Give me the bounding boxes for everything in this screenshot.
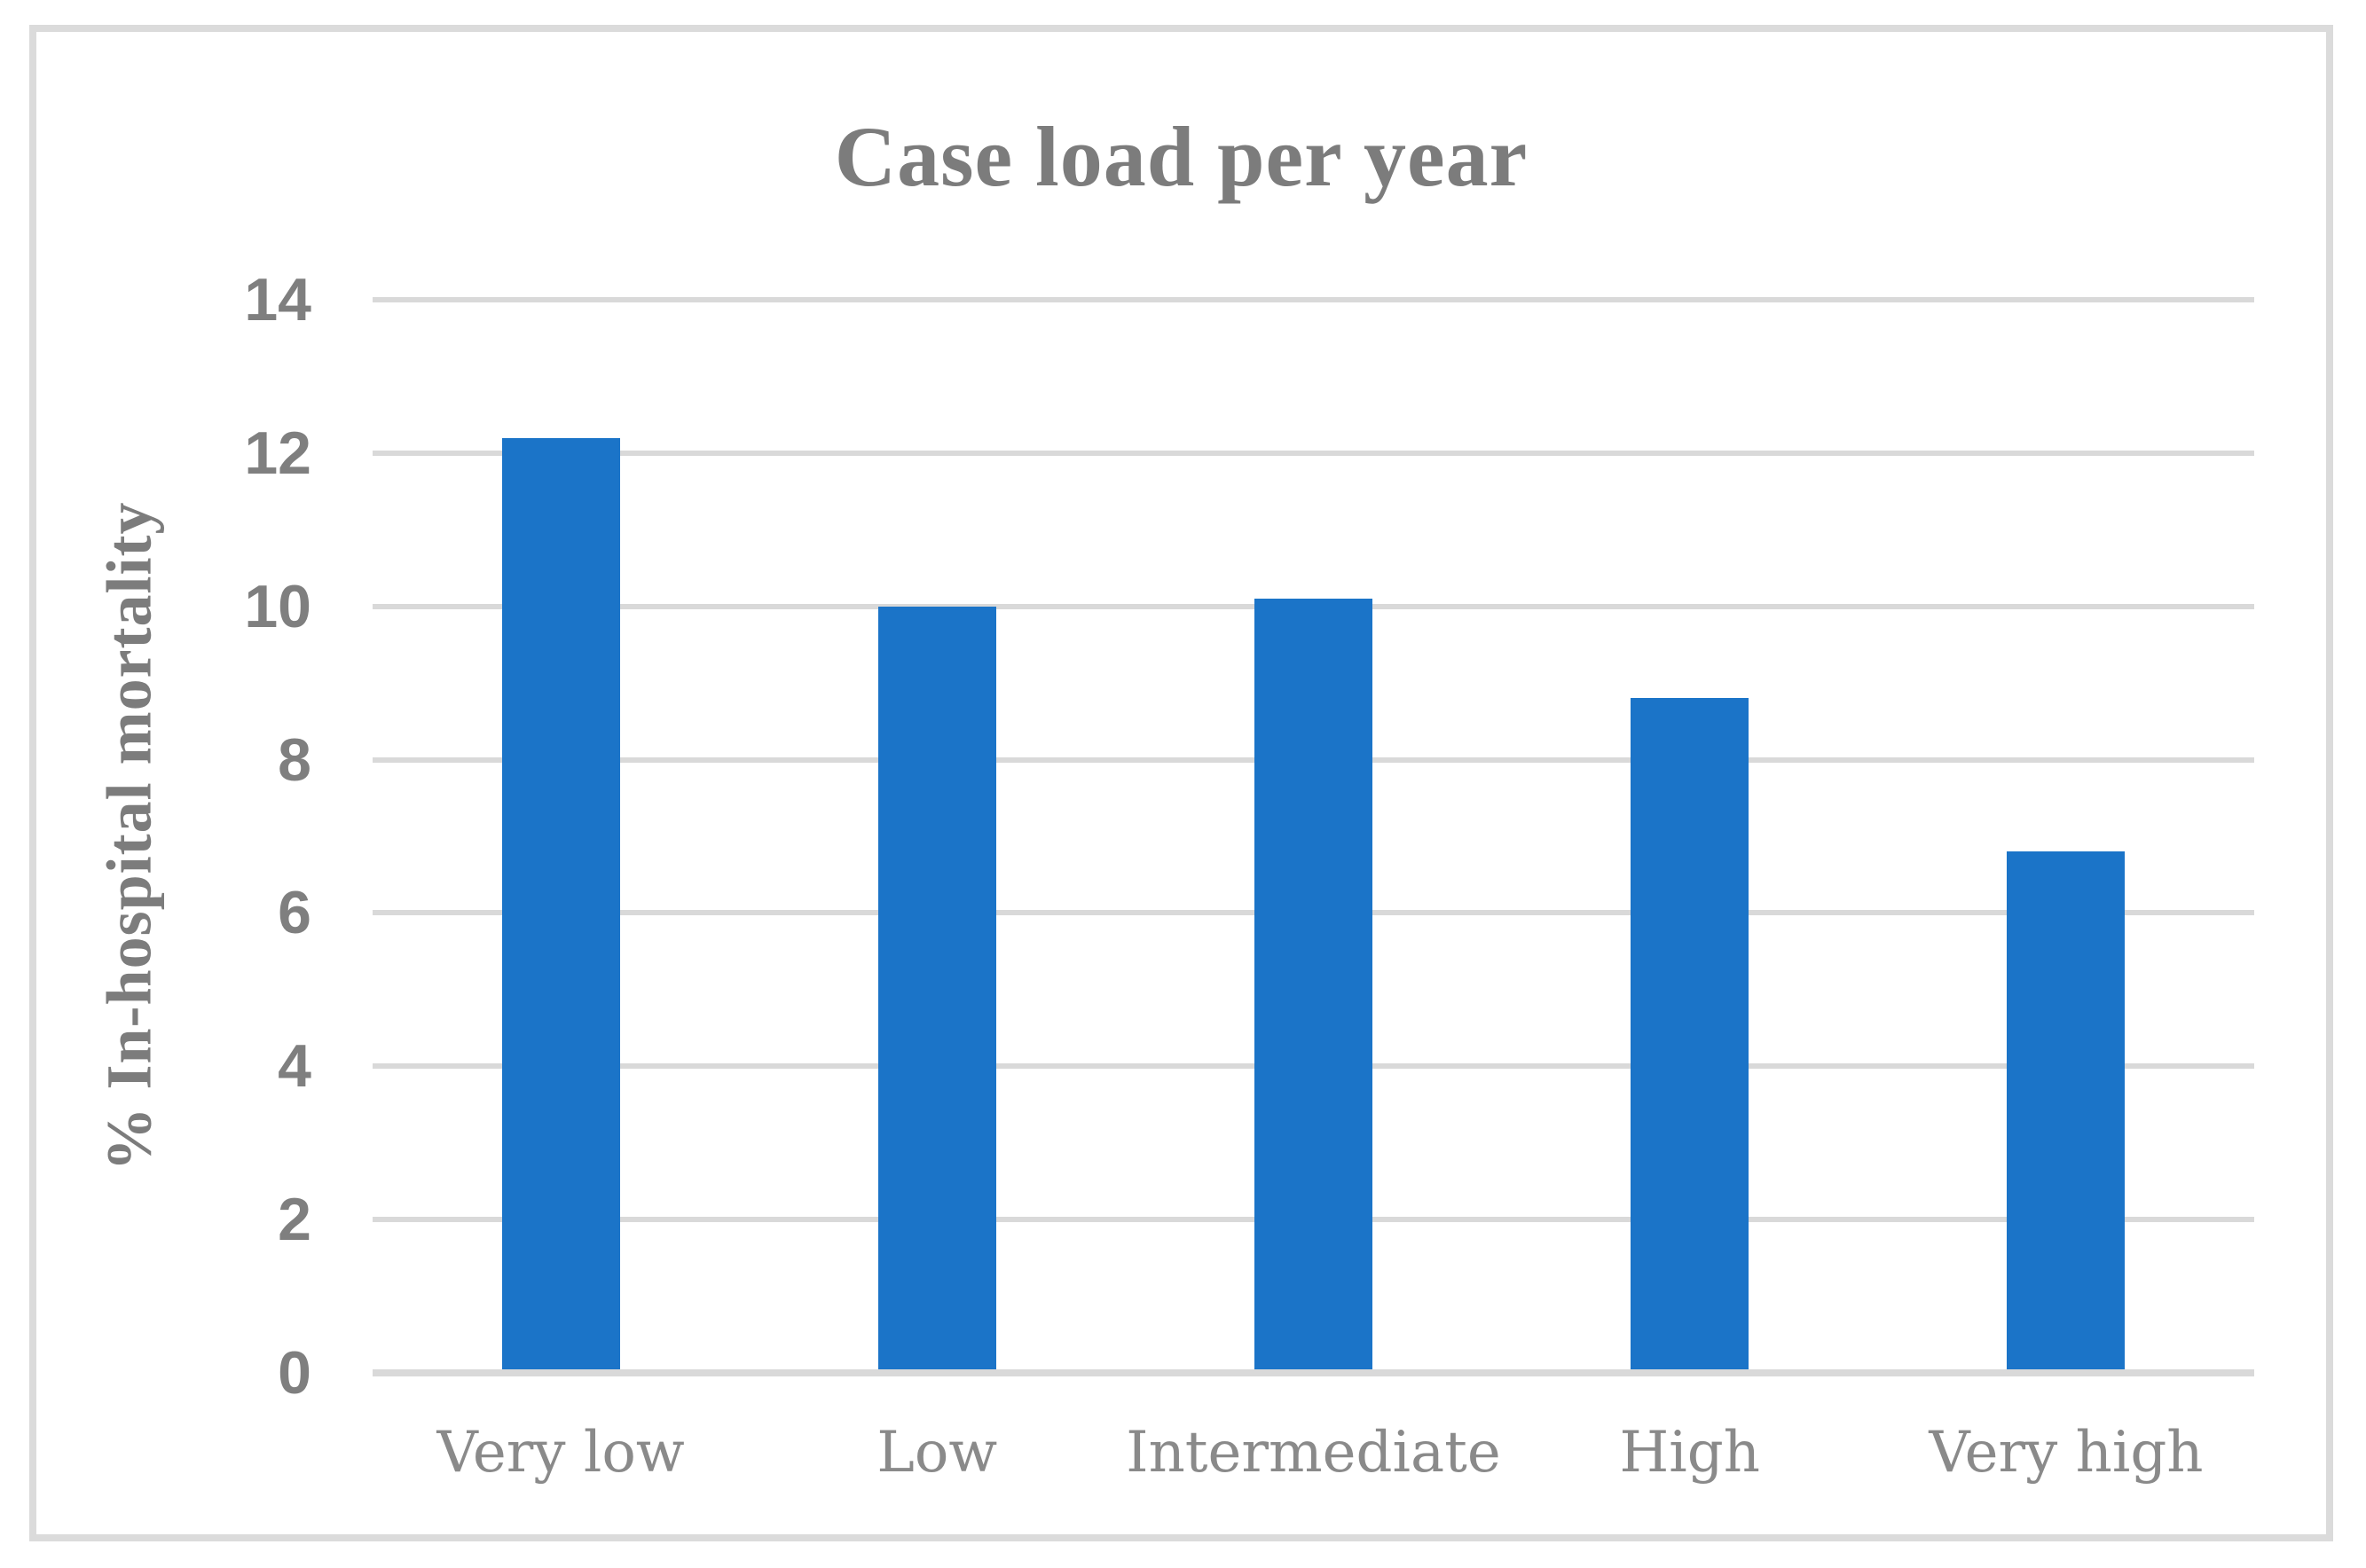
bar-slot-3	[1502, 300, 1878, 1373]
bar-slot-0	[373, 300, 749, 1373]
y-tick-label-2: 2	[278, 1186, 311, 1254]
x-label-very-low: Very low	[436, 1420, 685, 1486]
y-tick-label-6: 6	[278, 879, 311, 947]
bars-group	[373, 300, 2254, 1373]
bar-slot-4	[1878, 300, 2254, 1373]
gridline-12	[373, 450, 2254, 456]
bar-slot-2	[1125, 300, 1501, 1373]
y-tick-label-10: 10	[244, 572, 311, 640]
y-tick-label-14: 14	[244, 266, 311, 333]
y-axis-tick-labels: 0 2 4 6 8 10 12 14	[36, 266, 311, 1407]
plot-area	[373, 297, 2254, 1376]
x-label-intermediate: Intermediate	[1126, 1420, 1501, 1486]
x-axis-line	[373, 1369, 2254, 1376]
y-tick-label-8: 8	[278, 725, 311, 794]
bar-high	[1631, 698, 1749, 1373]
figure-frame: Case load per year % In-hospital mortali…	[29, 25, 2333, 1541]
y-tick-label-0: 0	[278, 1339, 311, 1407]
x-label-very-high: Very high	[1929, 1420, 2204, 1486]
bar-very-low	[501, 437, 620, 1373]
chart-title: Case load per year	[834, 109, 1529, 204]
bar-intermediate	[1254, 599, 1372, 1373]
bar-slot-1	[749, 300, 1125, 1373]
y-tick-label-4: 4	[278, 1032, 311, 1101]
x-label-low: Low	[876, 1420, 998, 1486]
x-label-high: High	[1619, 1420, 1760, 1486]
y-tick-label-12: 12	[244, 419, 311, 487]
x-axis-category-labels: Very low Low Intermediate High Very high	[373, 1412, 2254, 1494]
gridline-14	[373, 297, 2254, 302]
bar-very-high	[2007, 851, 2126, 1373]
bar-low	[877, 606, 996, 1373]
